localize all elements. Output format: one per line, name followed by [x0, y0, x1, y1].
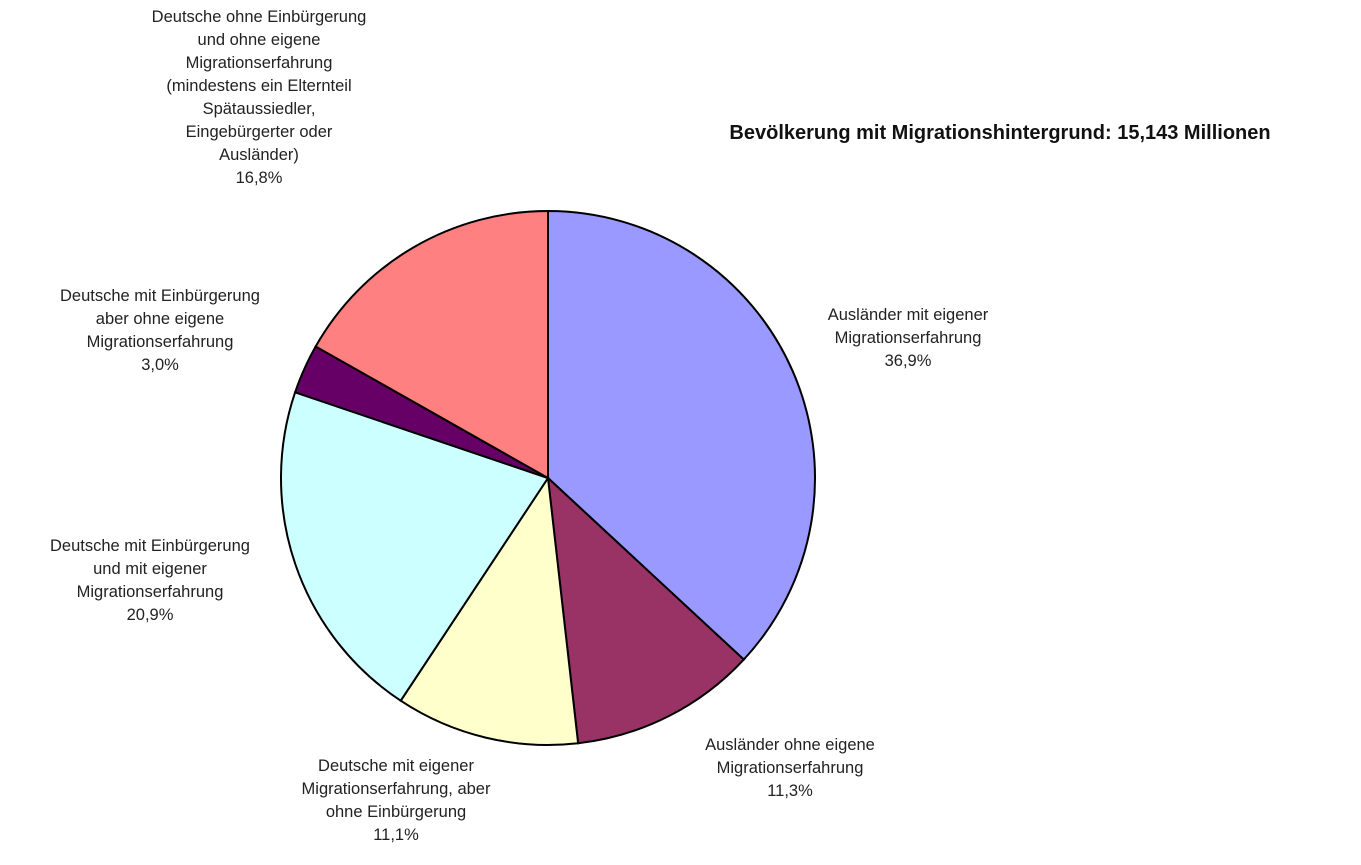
slice-label-line: 3,0%	[141, 356, 179, 374]
slice-label-line: Migrationserfahrung	[87, 333, 234, 351]
slice-label-2: Deutsche mit eigener Migrationserfahrung,…	[302, 757, 491, 844]
slice-label-line: Migrationserfahrung	[835, 329, 982, 347]
slice-labels: Ausländer mit eigener Migrationserfahrung…	[50, 8, 989, 844]
slice-label-4: Deutsche mit Einbürgerung aber ohne eigen…	[60, 287, 260, 374]
slice-label-line: Eingebürgerter oder	[186, 123, 333, 141]
slice-label-line: Deutsche mit Einbürgerung	[60, 287, 260, 305]
slice-label-line: 20,9%	[127, 606, 174, 624]
slice-label-line: und mit eigener	[93, 560, 207, 578]
slice-label-0: Ausländer mit eigener Migrationserfahrung…	[828, 306, 989, 370]
pie-slice-1	[546, 475, 746, 745]
slice-label-line: Ausländer ohne eigene	[705, 736, 875, 754]
pie-slice-0	[547, 209, 816, 661]
pie-slice-5	[314, 209, 549, 480]
slice-label-line: aber ohne eigene	[96, 310, 224, 328]
slice-label-line: Deutsche ohne Einbürgerung	[152, 8, 367, 26]
slice-label-line: 36,9%	[885, 352, 932, 370]
slice-label-5: Deutsche ohne Einbürgerung und ohne eigen…	[152, 8, 367, 187]
slice-label-line: 16,8%	[236, 169, 283, 187]
slice-label-line: Deutsche mit eigener	[318, 757, 474, 775]
slice-label-line: Ausländer mit eigener	[828, 306, 989, 324]
slice-label-line: 11,3%	[767, 782, 813, 800]
slice-label-line: (mindestens ein Elternteil	[166, 77, 351, 95]
slice-label-line: Migrationserfahrung	[77, 583, 224, 601]
pie-slice-3	[280, 391, 550, 703]
slice-label-line: Ausländer)	[219, 146, 299, 164]
slice-label-line: Migrationserfahrung, aber	[302, 780, 491, 798]
slice-label-1: Ausländer ohne eigene Migrationserfahrung…	[705, 736, 875, 800]
pie-slice-2	[399, 475, 580, 746]
chart-title: Bevölkerung mit Migrationshintergrund: 1…	[729, 122, 1270, 144]
slice-label-line: Spätaussiedler,	[203, 100, 316, 118]
slice-label-3: Deutsche mit Einbürgerung und mit eigener…	[50, 537, 250, 624]
pie-slices	[280, 209, 816, 746]
slice-label-line: und ohne eigene	[198, 31, 321, 49]
slice-label-line: Deutsche mit Einbürgerung	[50, 537, 250, 555]
slice-label-line: Migrationserfahrung	[717, 759, 864, 777]
slice-label-line: ohne Einbürgerung	[326, 803, 466, 821]
slice-label-line: 11,1%	[373, 826, 419, 844]
slice-label-line: Migrationserfahrung	[186, 54, 333, 72]
